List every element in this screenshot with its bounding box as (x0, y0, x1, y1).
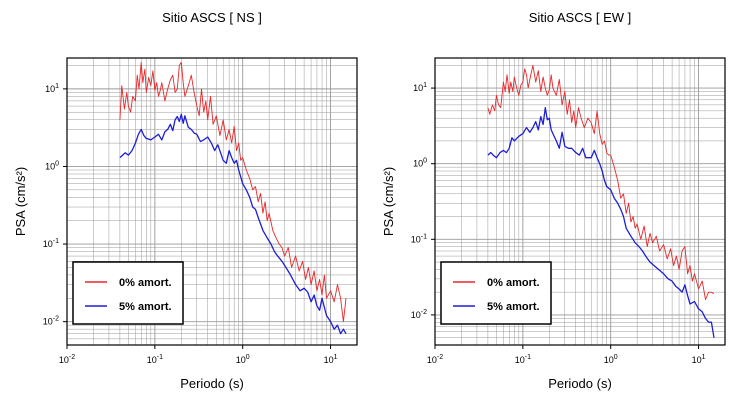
x-tick-label: 100 (604, 354, 618, 365)
y-tick-label: 10-1 (43, 238, 59, 249)
series-line-damped (487, 107, 715, 338)
y-tick-label: 10-2 (43, 316, 59, 327)
x-tick-label: 101 (324, 354, 338, 365)
grid-lines (434, 58, 726, 346)
y-tick-label: 10-2 (411, 309, 427, 320)
series-group (487, 64, 715, 338)
x-tick-label: 101 (692, 354, 706, 365)
legend-label: 0% amort. (487, 277, 540, 289)
chart-title: Sitio ASCS [ NS ] (162, 10, 262, 25)
legend-label: 0% amort. (119, 277, 172, 289)
x-tick-label: 10-1 (515, 354, 531, 365)
y-axis-label: PSA (cm/s²) (381, 167, 396, 236)
x-tick-label: 10-2 (427, 354, 443, 365)
chart-title: Sitio ASCS [ EW ] (529, 10, 632, 25)
plot-frame (66, 57, 358, 346)
legend: 0% amort. 5% amort. (72, 261, 184, 325)
series-line-damped (119, 113, 347, 335)
x-tick-label: 100 (236, 354, 250, 365)
x-tick-label: 10-1 (147, 354, 163, 365)
legend-box (440, 261, 552, 325)
chart-panel-1: Sitio ASCS [ NS ] 10-2 10-1 100 101 10-2 10-1 1… (13, 10, 358, 391)
plot-frame (434, 57, 726, 346)
x-tick-label: 10-2 (59, 354, 75, 365)
legend-label: 5% amort. (119, 301, 172, 313)
series-group (119, 61, 347, 335)
series-line-undamped (119, 61, 347, 323)
series-line-undamped (487, 64, 715, 300)
y-tick-label: 101 (45, 83, 59, 94)
legend-box (72, 261, 184, 325)
x-axis-label: Periodo (s) (548, 376, 612, 391)
y-tick-label: 10-1 (411, 233, 427, 244)
legend-label: 5% amort. (487, 301, 540, 313)
y-tick-label: 100 (413, 158, 427, 169)
x-axis-label: Periodo (s) (180, 376, 244, 391)
y-axis-label: PSA (cm/s²) (13, 167, 28, 236)
y-tick-label: 101 (413, 82, 427, 93)
legend: 0% amort. 5% amort. (440, 261, 552, 325)
y-tick-label: 100 (45, 160, 59, 171)
chart-panel-2: Sitio ASCS [ EW ] 10-2 10-1 100 101 10-2 10-1 1… (381, 10, 726, 391)
